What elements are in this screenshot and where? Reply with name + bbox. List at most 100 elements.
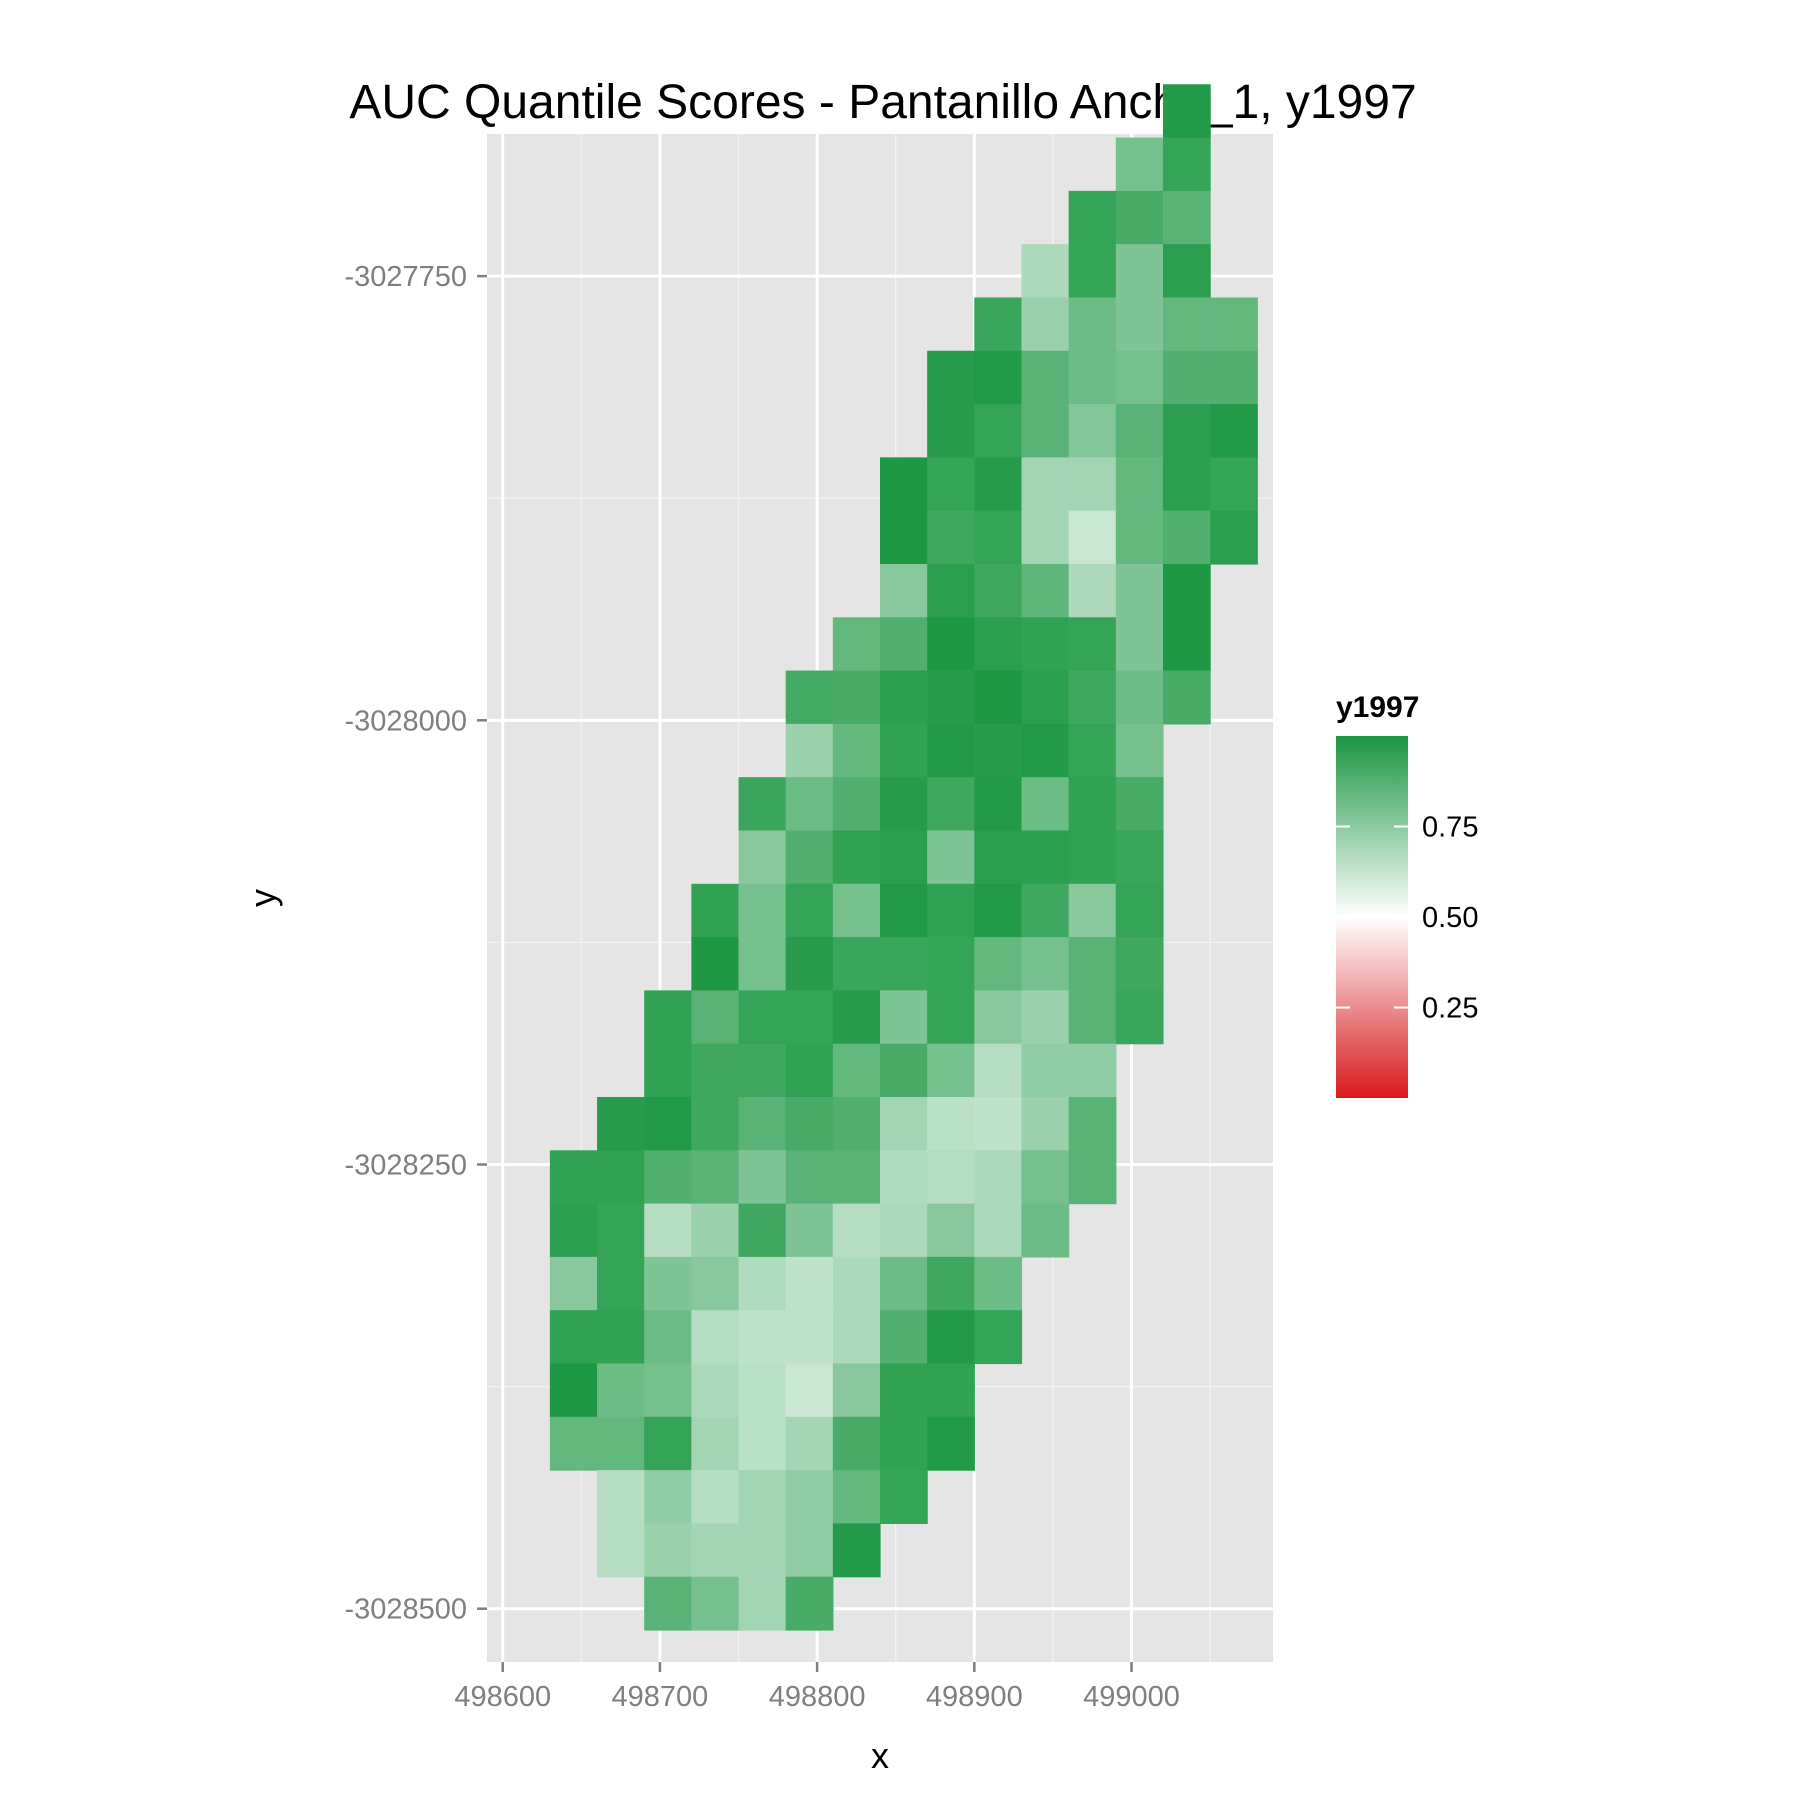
heatmap-cell (832, 1150, 881, 1205)
heatmap-cell (549, 1256, 598, 1311)
heatmap-cell (832, 617, 881, 672)
heatmap-cell (832, 990, 881, 1045)
heatmap-cell (785, 777, 834, 832)
heatmap-cell (785, 937, 834, 991)
heatmap-cell (785, 1256, 834, 1311)
x-tick-label: 499000 (1083, 1681, 1180, 1713)
heatmap-cell (974, 297, 1023, 352)
heatmap-cell (1115, 244, 1164, 299)
heatmap-cell (597, 1096, 645, 1151)
heatmap-cell (1162, 297, 1211, 352)
heatmap-cell (927, 670, 975, 725)
heatmap-cell (691, 1203, 740, 1258)
heatmap-cell (1068, 350, 1117, 405)
y-tick-label: -3028250 (344, 1150, 467, 1182)
heatmap-cell (832, 1416, 881, 1471)
heatmap-cell (738, 1096, 787, 1151)
heatmap-cell (927, 1150, 975, 1205)
chart-title: AUC Quantile Scores - Pantanillo Ancho_1… (349, 76, 1416, 129)
heatmap-cell (738, 1470, 787, 1525)
heatmap-cell (1210, 297, 1258, 352)
heatmap-cell (785, 1416, 834, 1471)
heatmap-cell (927, 404, 975, 458)
heatmap-cell (832, 883, 881, 938)
heatmap-cell (880, 990, 928, 1045)
heatmap-cell (1115, 990, 1164, 1045)
heatmap-cell (738, 883, 787, 938)
x-tick-label: 498700 (612, 1681, 709, 1713)
heatmap-cell (974, 830, 1023, 885)
y-axis: -3027750 -3028000 -3028250 -3028500 (344, 261, 487, 1626)
y-tick-label: -3028500 (344, 1594, 467, 1626)
heatmap-cell (974, 350, 1023, 405)
heatmap-cell (880, 777, 928, 832)
heatmap-cell (974, 1310, 1023, 1365)
heatmap-cell (974, 404, 1023, 458)
heatmap-cell (1021, 244, 1070, 299)
heatmap-cell (832, 830, 881, 885)
heatmap-cell (785, 1576, 834, 1631)
heatmap-cell (1115, 404, 1164, 458)
heatmap-cell (691, 937, 740, 991)
heatmap-cell (974, 617, 1023, 672)
heatmap-cell (832, 1523, 881, 1578)
heatmap-cell (1068, 883, 1117, 938)
heatmap-cell (1162, 457, 1211, 512)
heatmap-cell (738, 1576, 787, 1631)
heatmap-cell (974, 1256, 1023, 1311)
heatmap-cell (785, 723, 834, 778)
heatmap-cell (738, 830, 787, 885)
heatmap-cell (785, 1470, 834, 1525)
heatmap-cell (1210, 510, 1258, 565)
heatmap-cell (880, 1203, 928, 1258)
heatmap-cell (1021, 617, 1070, 672)
legend-break-label: 0.50 (1422, 902, 1478, 934)
heatmap-cell (880, 1256, 928, 1311)
heatmap-cell (880, 510, 928, 565)
y-tick-label: -3028000 (344, 705, 467, 737)
heatmap-cell (597, 1523, 645, 1578)
heatmap-cell (1115, 350, 1164, 405)
heatmap-cell (880, 457, 928, 512)
heatmap-cell (1162, 190, 1211, 245)
heatmap-cell (785, 990, 834, 1045)
heatmap-cell (691, 990, 740, 1045)
heatmap-cell (785, 1363, 834, 1418)
heatmap-cell (691, 1416, 740, 1471)
heatmap-cell (1068, 617, 1117, 672)
heatmap-cell (549, 1150, 598, 1205)
heatmap-cell (832, 723, 881, 778)
legend-title: y1997 (1336, 691, 1419, 724)
heatmap-cell (832, 1043, 881, 1098)
heatmap-cell (880, 1363, 928, 1418)
heatmap-cell (927, 990, 975, 1045)
heatmap-cell (738, 1310, 787, 1365)
heatmap-cell (927, 457, 975, 512)
heatmap-cell (644, 1043, 692, 1098)
heatmap-cell (927, 617, 975, 672)
heatmap-cell (974, 777, 1023, 832)
heatmap-cell (974, 1096, 1023, 1151)
heatmap-cell (691, 1363, 740, 1418)
heatmap-cell (974, 510, 1023, 565)
heatmap-cell (927, 1043, 975, 1098)
heatmap-cell (785, 1203, 834, 1258)
heatmap-cell (1021, 1043, 1070, 1098)
heatmap-cell (1115, 777, 1164, 832)
heatmap-cell (1115, 137, 1164, 192)
heatmap-cell (1162, 404, 1211, 458)
heatmap-cell (974, 457, 1023, 512)
heatmap-cell (1115, 457, 1164, 512)
legend-break-label: 0.75 (1422, 812, 1478, 844)
y-axis-title: y (242, 889, 283, 907)
heatmap-cell (1115, 297, 1164, 352)
heatmap-cell (1068, 1150, 1117, 1205)
heatmap-cell (1162, 670, 1211, 725)
heatmap-cell (927, 723, 975, 778)
heatmap-cell (644, 1416, 692, 1471)
heatmap-cell (880, 723, 928, 778)
heatmap-cell (1068, 190, 1117, 245)
heatmap-cell (974, 1043, 1023, 1098)
heatmap-cell (832, 1470, 881, 1525)
